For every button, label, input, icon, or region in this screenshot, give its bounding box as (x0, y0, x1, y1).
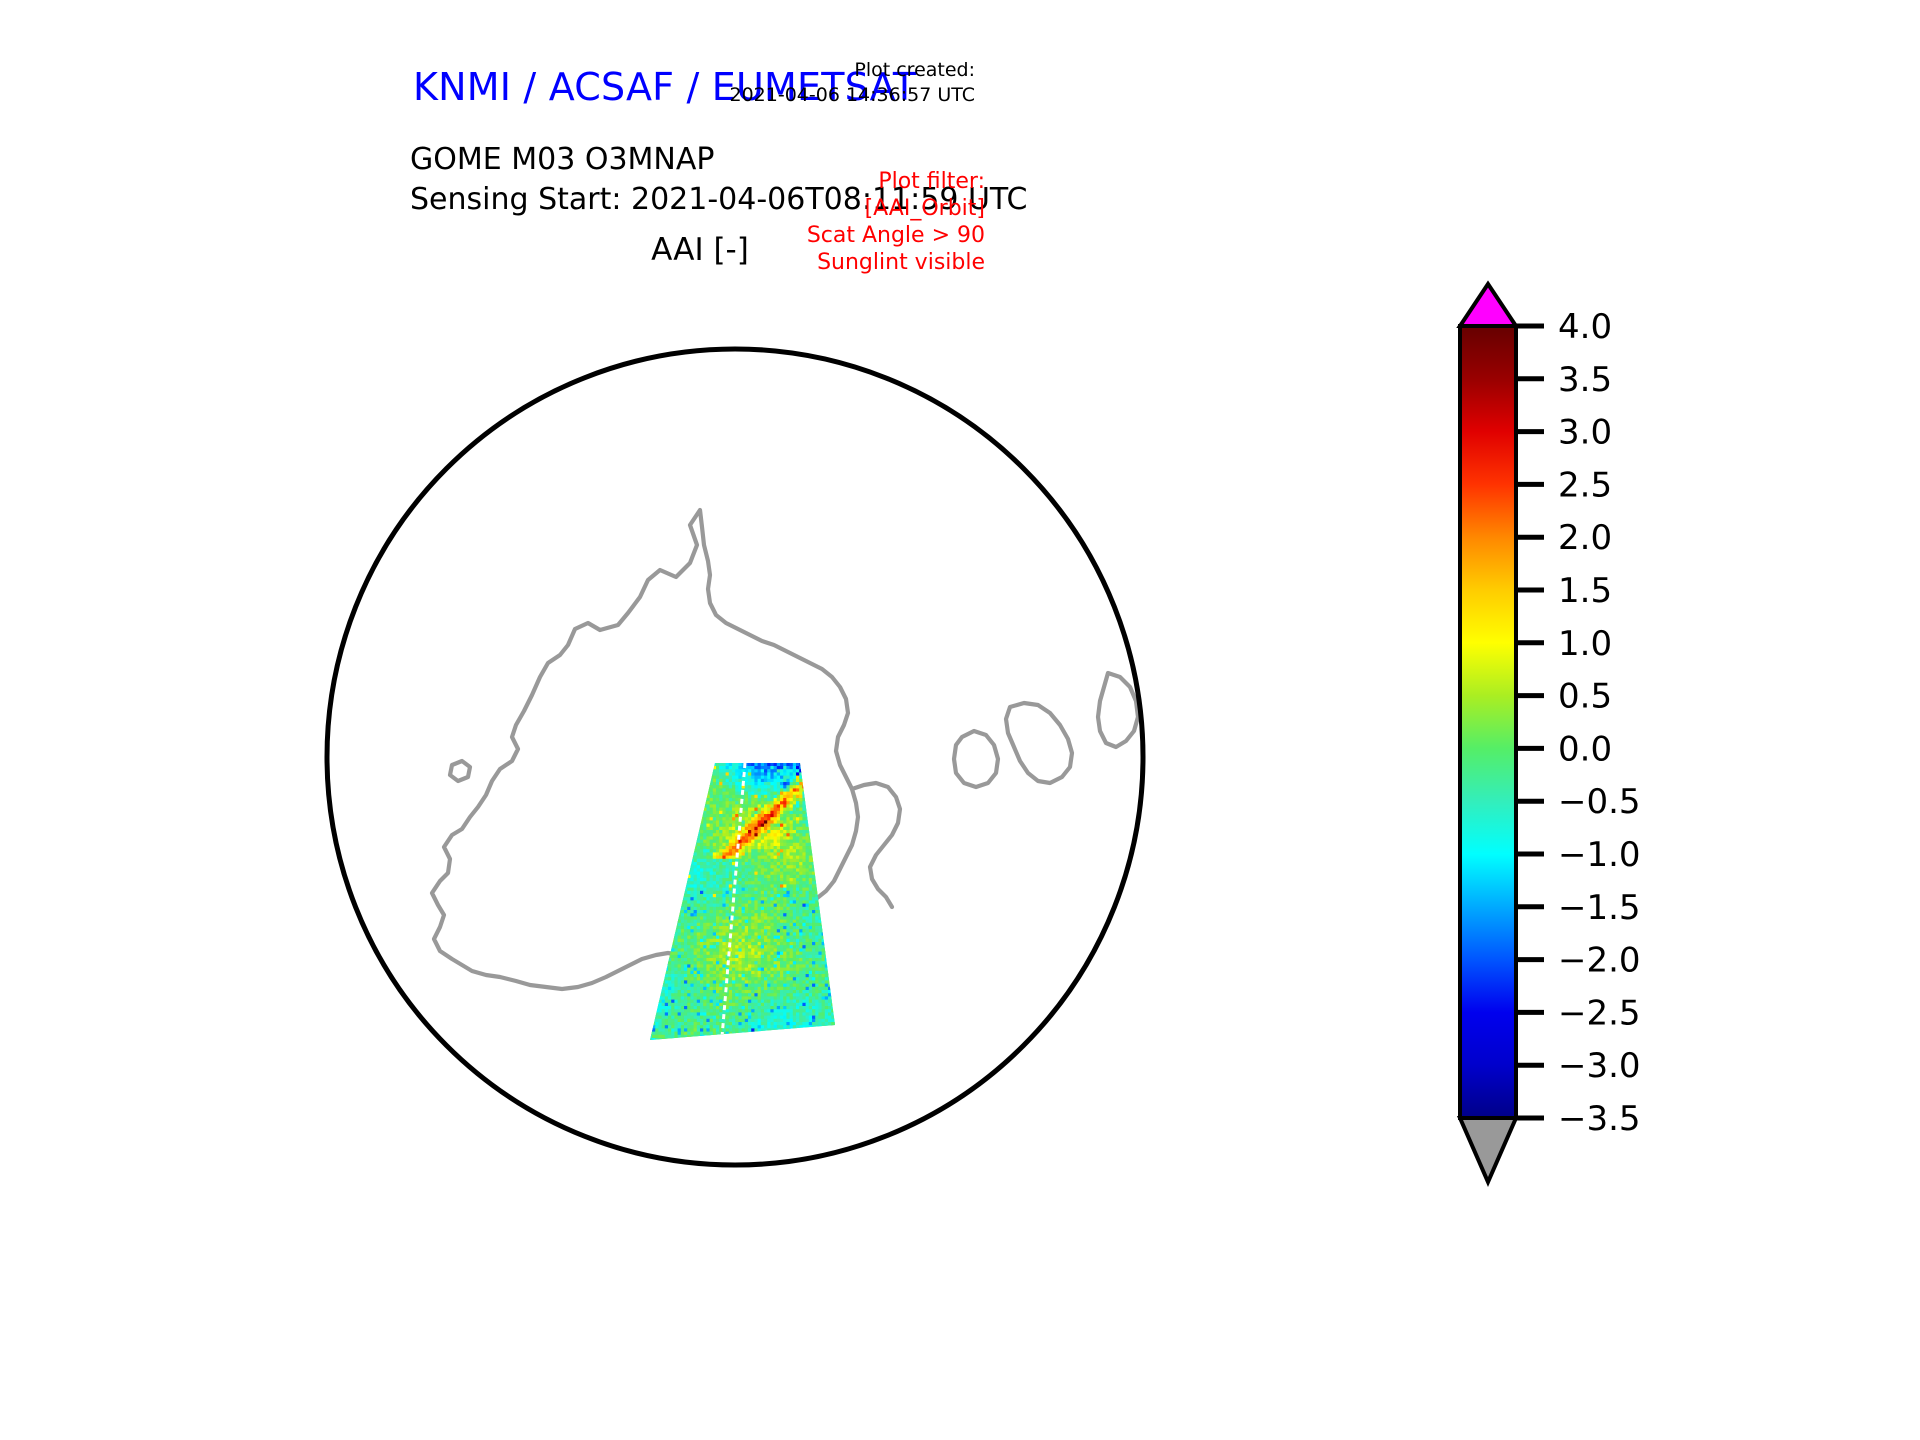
colorbar-tick-label: −0.5 (1558, 782, 1641, 822)
coastline-new-zealand-south (951, 728, 1001, 790)
nadir-seam-line (720, 763, 747, 1038)
coastline-new-zealand-north (1003, 700, 1075, 786)
product-name: GOME M03 O3MNAP (410, 142, 715, 177)
colorbar-tick-label: 1.0 (1558, 624, 1612, 664)
colorbar-tick-label: 3.0 (1558, 413, 1612, 453)
coastlines-layer (429, 239, 1141, 992)
coastline-antarctica (429, 507, 861, 992)
coastline-small-island-2 (518, 315, 548, 345)
colorbar-under-arrow (1456, 1116, 1520, 1187)
colorbar-tick-label: −2.0 (1558, 941, 1641, 981)
colorbar[interactable]: 4.0 3.5 3.0 2.5 2.0 1.5 1.0 0.5 0.0 −0.5 −1.0 −1.5 −… (1440, 280, 1860, 1280)
sensing-start: Sensing Start: 2021-04-06T08:11:59 UTC (410, 182, 1028, 217)
map-panel[interactable] (0, 225, 1440, 1385)
colorbar-panel[interactable]: 4.0 3.5 3.0 2.5 2.0 1.5 1.0 0.5 0.0 −0.5 −1.0 −1.5 −… (1440, 280, 1860, 1280)
filter-line-2: Scat Angle > 90 (806, 223, 985, 248)
colorbar-tick-label: −3.5 (1558, 1099, 1641, 1139)
filter-title: Plot filter: (878, 169, 985, 194)
polar-map[interactable] (0, 225, 1440, 1385)
globe-outline (324, 346, 1146, 1168)
globe-disc (327, 349, 1143, 1165)
filter-line-1: [AAI_Orbit] (864, 196, 985, 221)
coastline-tasmania (672, 267, 722, 339)
variable-title: AAI [-] (651, 232, 749, 268)
colorbar-tick-label: 4.0 (1558, 307, 1612, 347)
coastline-small-island-1 (447, 758, 473, 784)
coastline-peninsula (849, 780, 903, 910)
org-title: KNMI / ACSAF / EUMETSAT (413, 65, 917, 109)
plot-created-label: Plot created: (854, 59, 975, 81)
colorbar-tick-label: −2.5 (1558, 993, 1641, 1033)
colorbar-over-arrow (1456, 280, 1520, 328)
colorbar-tick-label: −1.5 (1558, 888, 1641, 928)
colorbar-tick-label: 3.5 (1558, 360, 1612, 400)
filter-line-3: Sunglint visible (817, 250, 985, 275)
colorbar-tick-label: 1.5 (1558, 571, 1612, 611)
coastline-australia-edge (688, 239, 716, 275)
colorbar-tick-label: 2.5 (1558, 465, 1612, 505)
coastline-south-america (1095, 670, 1141, 750)
product-metadata: GOME M03 O3MNAP Sensing Start: 2021-04-0… (410, 140, 1027, 220)
colorbar-tick-label: −1.0 (1558, 835, 1641, 875)
colorbar-tick-label: 0.5 (1558, 677, 1612, 717)
plot-created-block: Plot created: 2021-04-06 14:36:57 UTC (555, 58, 976, 108)
plot-filter-block: Plot filter: [AAI_Orbit] Scat Angle > 90… (555, 168, 985, 276)
colorbar-tick-label: 2.0 (1558, 518, 1612, 558)
colorbar-gradient (1458, 324, 1518, 1120)
plot-created-value: 2021-04-06 14:36:57 UTC (729, 84, 976, 106)
colorbar-tick-label: 0.0 (1558, 729, 1612, 769)
colorbar-tick-label: −3.0 (1558, 1046, 1641, 1086)
colorbar-ticks: 4.0 3.5 3.0 2.5 2.0 1.5 1.0 0.5 0.0 −0.5 −1.0 −1.5 −… (1516, 307, 1641, 1139)
